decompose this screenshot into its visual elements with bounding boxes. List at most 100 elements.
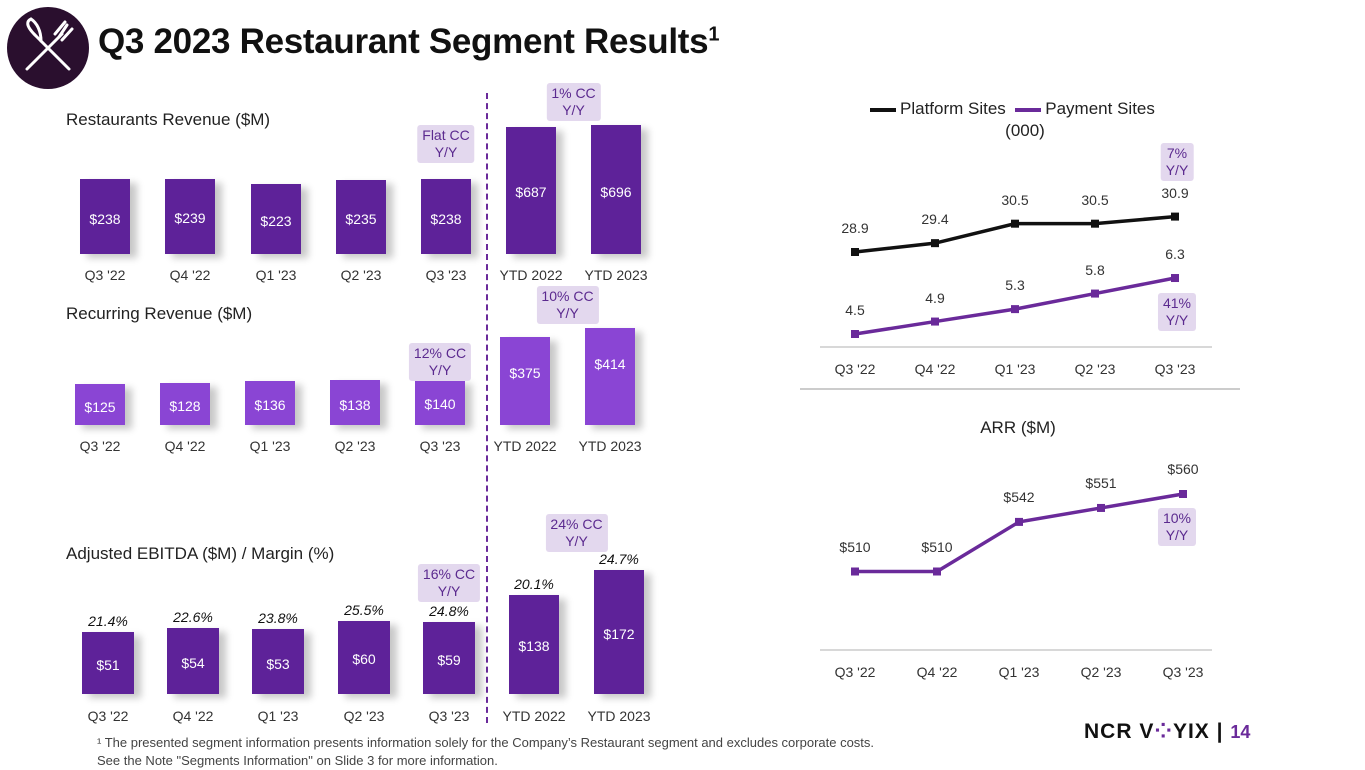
recurring_revenue-bar-ytd-1: [585, 327, 635, 425]
arr-point: [1097, 503, 1105, 512]
recurring_revenue-x-label: Q3 '22: [79, 438, 121, 454]
payment-sites-legend: Payment Sites: [1045, 99, 1155, 118]
adjusted_ebitda-ytd-growth-badge: 24% CC Y/Y: [545, 514, 608, 552]
restaurants_revenue-bar-2: [251, 183, 301, 254]
restaurants_revenue-x-label: YTD 2023: [584, 267, 648, 283]
platform-sites-point: [1091, 219, 1099, 228]
footnote: ¹ The presented segment information pres…: [97, 734, 874, 770]
arr-line: [855, 492, 1184, 574]
restaurants_revenue-x-label: YTD 2022: [499, 267, 563, 283]
adjusted_ebitda-value-label: $53: [266, 655, 290, 672]
adjusted_ebitda-x-label: YTD 2022: [502, 708, 566, 724]
platform-sites-legend: Platform Sites: [900, 99, 1006, 118]
restaurants_revenue-bar-0: [80, 179, 130, 254]
adjusted_ebitda-x-label: YTD 2023: [587, 708, 651, 724]
adjusted_ebitda-bar-1: [167, 628, 219, 694]
payment-sites-point: [1011, 305, 1019, 314]
arr-x-label: Q4 '22: [916, 664, 958, 680]
sites-x-label: Q3 '23: [1154, 361, 1196, 377]
restaurants_revenue-value-label: $238: [430, 210, 462, 227]
arr-value-label: $510: [839, 538, 871, 555]
payment-sites-value-label: 4.9: [925, 289, 945, 306]
restaurants_revenue-x-label: Q2 '23: [340, 267, 382, 283]
sites-legend: Platform Sites Payment Sites: [870, 99, 1155, 119]
arr-title: ARR ($M): [980, 418, 1056, 437]
sites-x-label: Q2 '23: [1074, 361, 1116, 377]
recurring_revenue-x-label: YTD 2023: [578, 438, 642, 454]
arr-x-label: Q3 '22: [834, 664, 876, 680]
payment-sites-value-label: 6.3: [1165, 246, 1185, 263]
restaurants_revenue-value-label: $238: [89, 210, 121, 227]
adjusted_ebitda-margin-label: 24.8%: [429, 603, 469, 620]
adjusted_ebitda-margin-label: 21.4%: [88, 612, 128, 629]
platform-sites-point: [1011, 219, 1019, 228]
restaurants_revenue-ytd-growth-badge: 1% CC Y/Y: [546, 83, 601, 121]
adjusted_ebitda-growth-badge: 16% CC Y/Y: [417, 564, 481, 602]
platform-sites-value-label: 30.5: [1081, 191, 1109, 208]
arr-x-label: Q3 '23: [1162, 664, 1204, 680]
recurring_revenue-value-label: $414: [594, 355, 626, 372]
platform-sites-value-label: 30.5: [1001, 191, 1029, 208]
adjusted_ebitda-x-label: Q3 '22: [87, 708, 129, 724]
adjusted_ebitda-value-label: $138: [518, 638, 550, 655]
adjusted_ebitda-bar-0: [82, 631, 134, 694]
recurring_revenue-value-label: $136: [254, 396, 286, 413]
restaurants_revenue-bar-ytd-0: [506, 126, 556, 254]
adjusted_ebitda-bar-3: [338, 620, 390, 694]
restaurants-revenue-title: Restaurants Revenue ($M): [66, 110, 271, 129]
restaurants_revenue-x-label: Q3 '23: [425, 267, 467, 283]
arr-x-label: Q2 '23: [1080, 664, 1122, 680]
recurring_revenue-x-label: Q4 '22: [164, 438, 206, 454]
arr-point: [933, 567, 941, 576]
adjusted_ebitda-x-label: Q1 '23: [257, 708, 299, 724]
restaurants_revenue-x-label: Q1 '23: [255, 267, 297, 283]
platform-sites-growth-badge: 7% Y/Y: [1160, 143, 1194, 181]
recurring_revenue-bar-0: [75, 384, 125, 425]
ncr-voyix-logo: NCR V⁘YIX | 14: [1084, 720, 1251, 743]
recurring_revenue-x-label: Q3 '23: [419, 438, 461, 454]
arr-x-label: Q1 '23: [998, 664, 1040, 680]
recurring_revenue-bar-2: [245, 380, 295, 425]
adjusted_ebitda-bar-2: [252, 629, 304, 694]
chart-separator: [800, 388, 1240, 390]
voyix-dots-icon: ⁘: [1154, 720, 1173, 743]
platform-sites-point: [1171, 212, 1179, 221]
adjusted_ebitda-x-label: Q4 '22: [172, 708, 214, 724]
footnote-line-1: ¹ The presented segment information pres…: [97, 735, 875, 750]
recurring_revenue-value-label: $375: [509, 364, 541, 381]
adjusted_ebitda-margin-label: 23.8%: [258, 610, 298, 627]
fork-knife-icon: [25, 17, 74, 71]
recurring_revenue-x-label: Q2 '23: [334, 438, 376, 454]
sites-x-label: Q3 '22: [834, 361, 876, 377]
payment-sites-point: [931, 317, 939, 326]
adjusted_ebitda-value-label: $172: [603, 626, 635, 643]
arr-value-label: $551: [1085, 474, 1117, 491]
recurring_revenue-value-label: $138: [339, 396, 371, 413]
restaurants_revenue-bar-ytd-1: [591, 125, 641, 254]
page-title: Q3 2023 Restaurant Segment Results1: [98, 22, 720, 61]
recurring-revenue-title: Recurring Revenue ($M): [66, 304, 253, 323]
recurring_revenue-value-label: $128: [169, 398, 201, 415]
recurring_revenue-growth-badge: 12% CC Y/Y: [408, 343, 472, 381]
payment-sites-point: [1171, 274, 1179, 283]
recurring_revenue-bar-4: [415, 379, 465, 425]
adjusted_ebitda-bar-4: [423, 622, 475, 694]
payment-sites-point: [1091, 289, 1099, 298]
recurring_revenue-x-label: YTD 2022: [493, 438, 557, 454]
ytd-divider: [486, 93, 488, 723]
arr-value-label: $542: [1003, 488, 1035, 505]
recurring_revenue-x-label: Q1 '23: [249, 438, 291, 454]
arr-value-label: $560: [1167, 461, 1199, 477]
arr-point: [1179, 490, 1187, 498]
sites-unit: (000): [1005, 121, 1045, 140]
adjusted_ebitda-x-label: Q2 '23: [343, 708, 385, 724]
recurring_revenue-ytd-growth-badge: 10% CC Y/Y: [536, 286, 599, 324]
arr-point: [851, 567, 859, 576]
restaurants_revenue-value-label: $687: [515, 184, 547, 201]
restaurants_revenue-bar-3: [336, 179, 386, 254]
payment-sites-value-label: 4.5: [845, 302, 865, 318]
adjusted_ebitda-value-label: $54: [181, 655, 205, 672]
page-number: 14: [1230, 722, 1251, 742]
